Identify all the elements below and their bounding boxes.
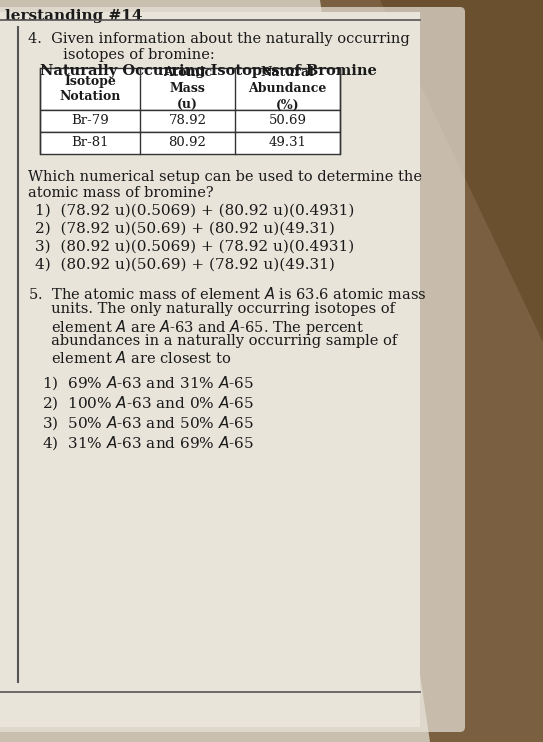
Text: 3)  50% $\mathit{A}$-63 and 50% $\mathit{A}$-65: 3) 50% $\mathit{A}$-63 and 50% $\mathit{… [42, 414, 254, 432]
Text: 50.69: 50.69 [268, 114, 306, 128]
Text: 4.  Given information about the naturally occurring: 4. Given information about the naturally… [28, 32, 410, 46]
Text: 3)  (80.92 u)(0.5069) + (78.92 u)(0.4931): 3) (80.92 u)(0.5069) + (78.92 u)(0.4931) [35, 240, 354, 254]
Text: atomic mass of bromine?: atomic mass of bromine? [28, 186, 213, 200]
Text: Naturally Occurring Isotopes of Bromine: Naturally Occurring Isotopes of Bromine [40, 64, 377, 78]
Text: 4)  (80.92 u)(50.69) + (78.92 u)(49.31): 4) (80.92 u)(50.69) + (78.92 u)(49.31) [35, 258, 335, 272]
Text: Br-79: Br-79 [71, 114, 109, 128]
Text: element $\mathit{A}$ are closest to: element $\mathit{A}$ are closest to [28, 350, 231, 366]
Text: abundances in a naturally occurring sample of: abundances in a naturally occurring samp… [28, 334, 397, 348]
Text: element $\mathit{A}$ are $\mathit{A}$-63 and $\mathit{A}$-65. The percent: element $\mathit{A}$ are $\mathit{A}$-63… [28, 318, 364, 337]
Bar [40, 132, 340, 154]
Text: Atomic
Mass
(u): Atomic Mass (u) [163, 67, 212, 111]
Text: units. The only naturally occurring isotopes of: units. The only naturally occurring isot… [28, 302, 395, 316]
Text: 1)  69% $\mathit{A}$-63 and 31% $\mathit{A}$-65: 1) 69% $\mathit{A}$-63 and 31% $\mathit{… [42, 374, 254, 392]
Text: 5.  The atomic mass of element $\mathit{A}$ is 63.6 atomic mass: 5. The atomic mass of element $\mathit{A… [28, 286, 427, 302]
Text: 49.31: 49.31 [268, 137, 306, 149]
Polygon shape [380, 0, 543, 342]
FancyBboxPatch shape [0, 12, 420, 727]
Text: 1)  (78.92 u)(0.5069) + (80.92 u)(0.4931): 1) (78.92 u)(0.5069) + (80.92 u)(0.4931) [35, 204, 355, 218]
Text: Isotope
Notation: Isotope Notation [59, 74, 121, 103]
Text: 2)  100% $\mathit{A}$-63 and 0% $\mathit{A}$-65: 2) 100% $\mathit{A}$-63 and 0% $\mathit{… [42, 394, 254, 412]
Text: 4)  31% $\mathit{A}$-63 and 69% $\mathit{A}$-65: 4) 31% $\mathit{A}$-63 and 69% $\mathit{… [42, 434, 254, 452]
FancyBboxPatch shape [0, 7, 465, 732]
Bar [40, 68, 340, 110]
Text: Which numerical setup can be used to determine the: Which numerical setup can be used to det… [28, 170, 422, 184]
Text: lerstanding #14: lerstanding #14 [5, 9, 142, 23]
Polygon shape [320, 0, 543, 742]
Text: 2)  (78.92 u)(50.69) + (80.92 u)(49.31): 2) (78.92 u)(50.69) + (80.92 u)(49.31) [35, 222, 335, 236]
Text: isotopes of bromine:: isotopes of bromine: [40, 48, 214, 62]
Text: 80.92: 80.92 [168, 137, 206, 149]
Text: Br-81: Br-81 [71, 137, 109, 149]
Text: 78.92: 78.92 [168, 114, 206, 128]
Bar [40, 110, 340, 132]
Text: Natural
Abundance
(%): Natural Abundance (%) [248, 67, 327, 111]
